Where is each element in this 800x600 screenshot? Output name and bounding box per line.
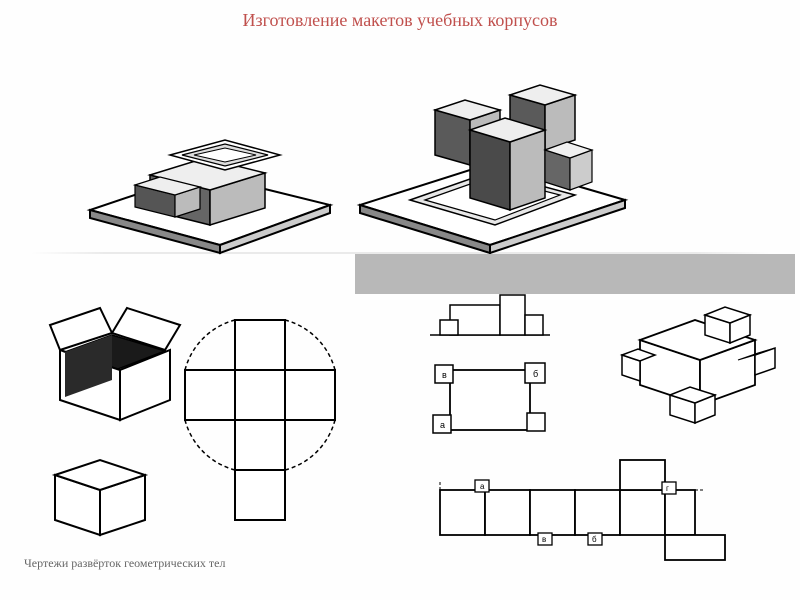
svg-text:в: в bbox=[442, 370, 447, 380]
svg-text:в: в bbox=[542, 535, 546, 544]
slide-container: Изготовление макетов учебных корпусов bbox=[0, 0, 800, 600]
svg-text:г: г bbox=[666, 484, 669, 493]
figure-top-right-model bbox=[340, 40, 640, 255]
svg-text:б: б bbox=[592, 535, 597, 544]
figure-bottom-right-complex: в б а bbox=[420, 285, 780, 565]
svg-text:а: а bbox=[480, 482, 485, 491]
figure-bottom-left-unfold bbox=[30, 280, 360, 540]
svg-text:б: б bbox=[533, 369, 538, 379]
slide-title: Изготовление макетов учебных корпусов bbox=[0, 10, 800, 31]
bottom-caption: Чертежи развёрток геометрических тел bbox=[24, 556, 225, 571]
svg-text:а: а bbox=[440, 420, 445, 430]
figure-top-left-model bbox=[80, 55, 340, 255]
